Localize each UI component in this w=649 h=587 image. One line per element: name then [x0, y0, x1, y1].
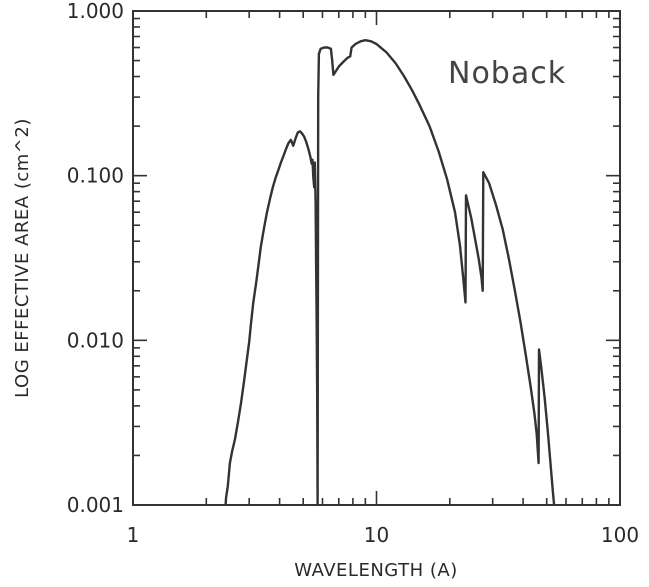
x-axis-title: WAVELENGTH (A): [294, 560, 457, 581]
annotation-noback: Noback: [448, 56, 566, 91]
y-tick-label: 1.000: [67, 0, 124, 23]
y-tick-label: 0.100: [67, 164, 124, 188]
x-tick-label: 100: [601, 523, 639, 547]
effective-area-line: [224, 39, 556, 507]
axis-ticks: [133, 11, 620, 505]
y-axis-title: LOG EFFECTIVE AREA (cm^2): [12, 118, 33, 398]
y-tick-label: 0.001: [67, 493, 124, 517]
x-tick-label: 1: [127, 523, 140, 547]
x-tick-label: 10: [364, 523, 389, 547]
axis-tick-labels: 1 10 100 0.001 0.010 0.100 1.000: [67, 0, 639, 547]
y-tick-label: 0.010: [67, 328, 124, 352]
